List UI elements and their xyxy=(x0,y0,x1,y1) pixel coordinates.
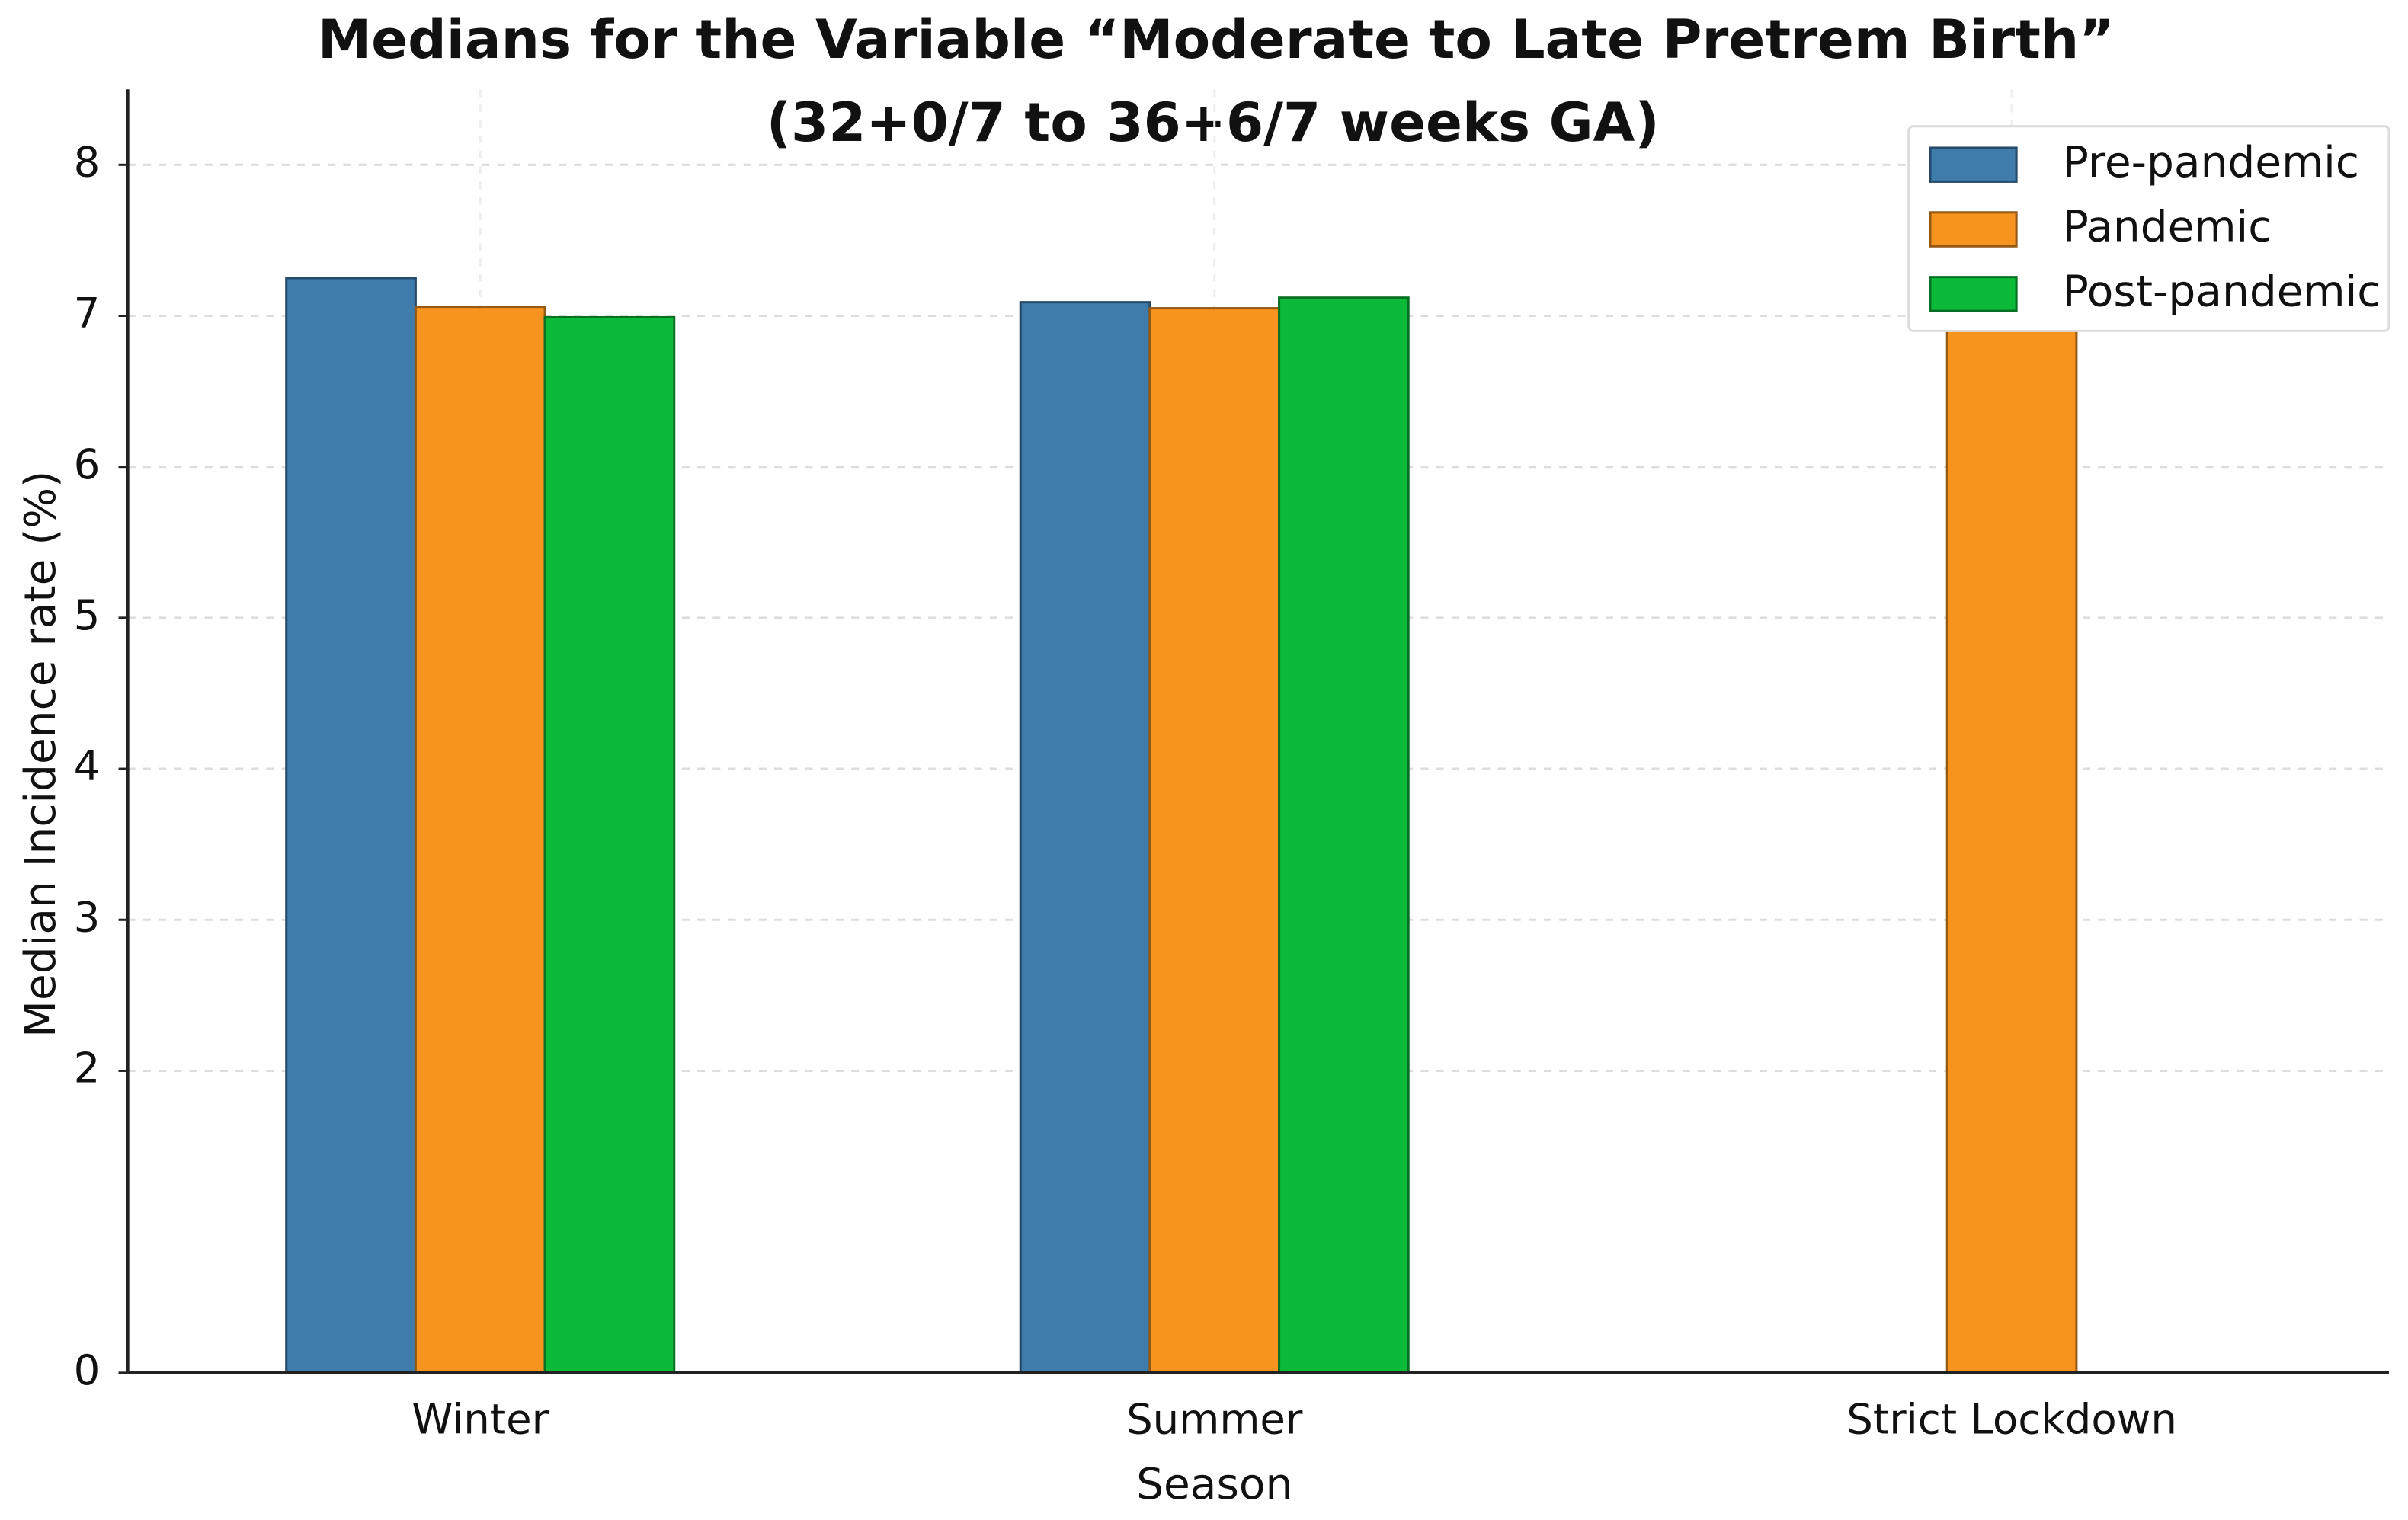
y-tick-label: 4 xyxy=(74,741,101,790)
legend-swatch xyxy=(1929,276,2018,312)
y-tick-label: 7 xyxy=(74,289,101,338)
chart-title: Medians for the Variable “Moderate to La… xyxy=(318,8,2115,71)
bar xyxy=(285,277,417,1374)
y-tick-label: 5 xyxy=(74,590,101,639)
y-axis-label: Median Incidence rate (%) xyxy=(16,471,66,1038)
y-tick-label: 8 xyxy=(74,137,101,186)
chart-subtitle: (32+0/7 to 36+6/7 weeks GA) xyxy=(767,91,1660,154)
bar xyxy=(1019,301,1151,1374)
y-tick-label: 2 xyxy=(74,1044,101,1093)
legend-swatch xyxy=(1929,146,2018,183)
bar xyxy=(543,315,676,1374)
x-tick-label: Summer xyxy=(1126,1395,1303,1444)
y-tick-label: 6 xyxy=(74,440,101,488)
legend-label: Pandemic xyxy=(2063,203,2272,252)
legend-box xyxy=(1907,125,2390,332)
bar xyxy=(414,306,546,1374)
bar xyxy=(1945,299,2078,1374)
x-tick-label: Winter xyxy=(411,1395,549,1444)
x-tick-label: Strict Lockdown xyxy=(1846,1395,2177,1444)
legend-label: Post-pandemic xyxy=(2063,267,2381,316)
y-tick-label: 3 xyxy=(74,892,101,941)
legend-swatch xyxy=(1929,211,2018,248)
bar xyxy=(1148,307,1281,1374)
legend-label: Pre-pandemic xyxy=(2063,138,2359,187)
y-tick-label: 0 xyxy=(74,1346,101,1394)
x-axis-label: Season xyxy=(1136,1460,1292,1509)
bar xyxy=(1278,296,1410,1374)
